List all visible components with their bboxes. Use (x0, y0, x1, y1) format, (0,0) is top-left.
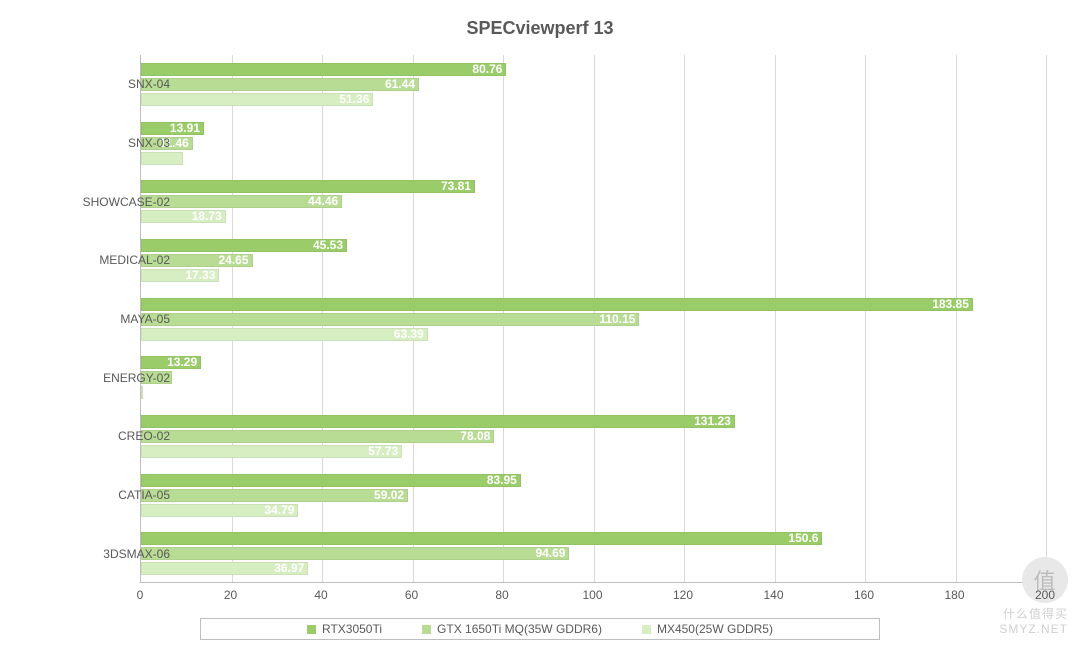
bar-value-label: 18.73 (192, 209, 222, 223)
category-label: CATIA-05 (50, 488, 170, 502)
chart-title: SPECviewperf 13 (0, 18, 1080, 39)
bar-value-label: 61.44 (385, 77, 415, 91)
bar (141, 313, 639, 326)
bar-value-label: 94.69 (535, 546, 565, 560)
bar-value-label: 73.81 (441, 179, 471, 193)
bar-value-label: 83.95 (487, 473, 517, 487)
gridline (956, 55, 957, 582)
legend-item: GTX 1650Ti MQ(35W GDDR6) (422, 622, 602, 636)
gridline (1046, 55, 1047, 582)
bar-value-label: 110.15 (599, 312, 635, 326)
bar (141, 180, 475, 193)
legend-item: RTX3050Ti (307, 622, 382, 636)
watermark-line1: 什么值得买 (999, 605, 1068, 622)
bar-value-label: 13.91 (170, 121, 200, 135)
legend-swatch (307, 625, 316, 634)
x-tick-label: 180 (935, 588, 975, 602)
bar (141, 532, 822, 545)
plot-area: 80.7661.4451.3613.9111.469.373.8144.4618… (140, 55, 1045, 583)
x-tick-label: 0 (120, 588, 160, 602)
bar-value-label: 183.85 (932, 297, 969, 311)
bar (141, 328, 428, 341)
x-tick-label: 20 (211, 588, 251, 602)
gridline (775, 55, 776, 582)
x-tick-label: 160 (844, 588, 884, 602)
category-label: 3DSMAX-06 (50, 547, 170, 561)
bar-value-label: 131.23 (694, 414, 731, 428)
bar (141, 152, 183, 165)
bar-value-label: 0.51 (147, 385, 170, 399)
bar-value-label: 57.73 (368, 444, 398, 458)
bar (141, 63, 506, 76)
legend-label: GTX 1650Ti MQ(35W GDDR6) (437, 622, 602, 636)
bar-value-label: 80.76 (472, 62, 502, 76)
legend-swatch (642, 625, 651, 634)
bar-value-label: 24.65 (219, 253, 249, 267)
x-tick-label: 100 (573, 588, 613, 602)
bar-value-label: 44.46 (308, 194, 338, 208)
bar (141, 430, 494, 443)
category-label: MEDICAL-02 (50, 253, 170, 267)
x-tick-label: 40 (301, 588, 341, 602)
bar (141, 78, 419, 91)
bar-value-label: 59.02 (374, 488, 404, 502)
x-tick-label: 60 (392, 588, 432, 602)
x-tick-label: 120 (663, 588, 703, 602)
bar-value-label: 6.88 (176, 370, 199, 384)
legend: RTX3050Ti GTX 1650Ti MQ(35W GDDR6) MX450(2… (200, 618, 880, 640)
bar-value-label: 78.08 (460, 429, 490, 443)
legend-swatch (422, 625, 431, 634)
bar-value-label: 45.53 (313, 238, 343, 252)
bar (141, 445, 402, 458)
category-label: CREO-02 (50, 429, 170, 443)
x-tick-label: 200 (1025, 588, 1065, 602)
gridline (684, 55, 685, 582)
bar-value-label: 36.97 (274, 561, 304, 575)
bar (141, 547, 569, 560)
category-label: MAYA-05 (50, 312, 170, 326)
category-label: SNX-04 (50, 77, 170, 91)
x-tick-label: 140 (754, 588, 794, 602)
bar (141, 386, 143, 399)
legend-label: MX450(25W GDDR5) (657, 622, 773, 636)
category-label: SNX-03 (50, 136, 170, 150)
legend-item: MX450(25W GDDR5) (642, 622, 773, 636)
category-label: ENERGY-02 (50, 371, 170, 385)
x-tick-label: 80 (482, 588, 522, 602)
bar (141, 415, 735, 428)
bar-value-label: 17.33 (185, 268, 215, 282)
legend-label: RTX3050Ti (322, 622, 382, 636)
gridline (865, 55, 866, 582)
bar-value-label: 63.39 (394, 327, 424, 341)
spec-chart: SPECviewperf 13 80.7661.4451.3613.9111.4… (0, 0, 1080, 646)
bar (141, 489, 408, 502)
bar-value-label: 34.79 (264, 503, 294, 517)
bar-value-label: 9.3 (187, 151, 204, 165)
bar-value-label: 13.29 (167, 355, 197, 369)
bar-value-label: 51.36 (339, 92, 369, 106)
bar-value-label: 150.6 (788, 531, 818, 545)
category-label: SHOWCASE-02 (50, 195, 170, 209)
watermark-line2: SMYZ.NET (999, 622, 1068, 636)
bar (141, 298, 973, 311)
bar (141, 474, 521, 487)
